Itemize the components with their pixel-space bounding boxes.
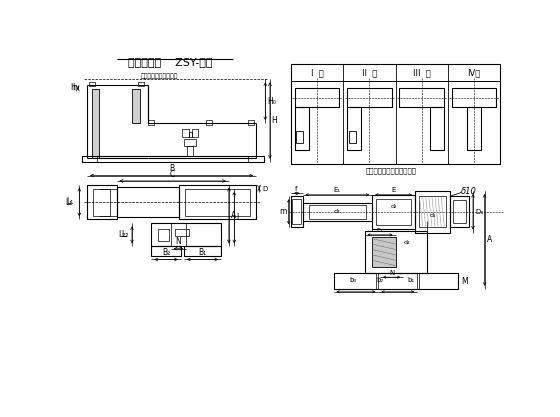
Text: d₁: d₁ bbox=[430, 213, 436, 218]
Bar bbox=[184, 246, 221, 256]
Bar bbox=[419, 196, 446, 227]
Bar bbox=[116, 187, 179, 217]
Text: δ10: δ10 bbox=[461, 187, 477, 196]
Text: b₂: b₂ bbox=[376, 276, 384, 282]
Bar bbox=[467, 108, 481, 150]
Bar bbox=[183, 129, 189, 137]
Bar bbox=[185, 188, 250, 216]
Bar bbox=[132, 89, 140, 123]
Text: H: H bbox=[272, 116, 277, 125]
Bar bbox=[157, 229, 169, 241]
Bar bbox=[295, 88, 339, 108]
Bar bbox=[206, 120, 212, 125]
Bar bbox=[189, 132, 192, 137]
Text: b₁: b₁ bbox=[408, 276, 414, 282]
Bar bbox=[334, 273, 376, 289]
Bar bbox=[82, 156, 264, 162]
Bar bbox=[430, 108, 444, 150]
Bar bbox=[372, 195, 415, 229]
Text: b₃: b₃ bbox=[349, 276, 356, 282]
Text: 驱动装置架    ZSY-系列: 驱动装置架 ZSY-系列 bbox=[128, 57, 213, 67]
Bar bbox=[151, 223, 221, 246]
Bar bbox=[419, 273, 458, 289]
Bar bbox=[334, 273, 458, 289]
Bar bbox=[248, 120, 254, 125]
Text: L₁: L₁ bbox=[66, 198, 73, 206]
Bar bbox=[347, 108, 361, 150]
Bar bbox=[379, 273, 417, 289]
Text: I  型: I 型 bbox=[311, 68, 324, 77]
Bar bbox=[450, 196, 469, 227]
Text: E₂: E₂ bbox=[377, 228, 383, 233]
Bar bbox=[295, 108, 309, 150]
Bar bbox=[453, 200, 466, 223]
Text: d₂: d₂ bbox=[391, 204, 397, 209]
Bar bbox=[415, 191, 450, 233]
Bar bbox=[372, 237, 395, 267]
Bar bbox=[175, 229, 189, 236]
Text: A: A bbox=[487, 235, 492, 244]
Text: L₁: L₁ bbox=[67, 197, 74, 206]
Bar bbox=[302, 203, 372, 221]
Text: N: N bbox=[389, 270, 394, 276]
Bar bbox=[184, 138, 197, 146]
Text: d₂: d₂ bbox=[404, 240, 410, 245]
Text: L₂: L₂ bbox=[121, 230, 128, 239]
Text: IV型: IV型 bbox=[468, 68, 480, 77]
Text: E: E bbox=[391, 187, 395, 193]
Text: C: C bbox=[170, 170, 175, 178]
Text: L₂: L₂ bbox=[118, 230, 125, 239]
Bar bbox=[291, 64, 500, 164]
Bar bbox=[179, 185, 256, 219]
Text: B₂: B₂ bbox=[162, 248, 170, 257]
Text: H₀: H₀ bbox=[267, 97, 276, 106]
Bar bbox=[291, 196, 302, 227]
Bar bbox=[88, 82, 95, 86]
Text: h: h bbox=[70, 83, 75, 91]
Bar bbox=[347, 88, 391, 108]
Text: D₃: D₃ bbox=[475, 209, 483, 215]
Bar bbox=[87, 185, 116, 219]
Bar bbox=[147, 120, 153, 125]
Bar bbox=[365, 231, 427, 273]
Text: D: D bbox=[262, 186, 268, 192]
Bar bbox=[82, 156, 97, 162]
Text: A: A bbox=[231, 211, 236, 220]
Bar bbox=[187, 146, 193, 156]
Bar bbox=[309, 205, 366, 219]
Bar bbox=[248, 156, 264, 162]
Bar bbox=[296, 131, 304, 143]
Bar bbox=[452, 88, 496, 108]
Text: II  型: II 型 bbox=[362, 68, 377, 77]
Bar bbox=[92, 89, 100, 158]
Text: B: B bbox=[169, 164, 174, 173]
Bar bbox=[399, 88, 444, 108]
Text: III  型: III 型 bbox=[413, 68, 431, 77]
Bar bbox=[151, 246, 181, 256]
Text: d₃: d₃ bbox=[334, 209, 340, 214]
Text: m: m bbox=[279, 207, 287, 216]
Text: L: L bbox=[237, 213, 241, 222]
Text: 电动机与减速器中心线: 电动机与减速器中心线 bbox=[141, 73, 178, 79]
Bar bbox=[376, 198, 411, 225]
Bar bbox=[94, 188, 110, 216]
Text: N: N bbox=[176, 237, 181, 246]
Text: E₁: E₁ bbox=[334, 187, 341, 193]
Bar bbox=[348, 131, 356, 143]
Text: B₁: B₁ bbox=[198, 248, 207, 257]
Text: M: M bbox=[461, 276, 468, 286]
Bar bbox=[138, 82, 144, 86]
Text: 予装零件及地脚螺栋位置图: 予装零件及地脚螺栋位置图 bbox=[366, 168, 417, 174]
Text: f: f bbox=[295, 186, 297, 192]
Text: h: h bbox=[72, 83, 77, 91]
Bar bbox=[292, 199, 301, 224]
Bar bbox=[192, 129, 198, 137]
